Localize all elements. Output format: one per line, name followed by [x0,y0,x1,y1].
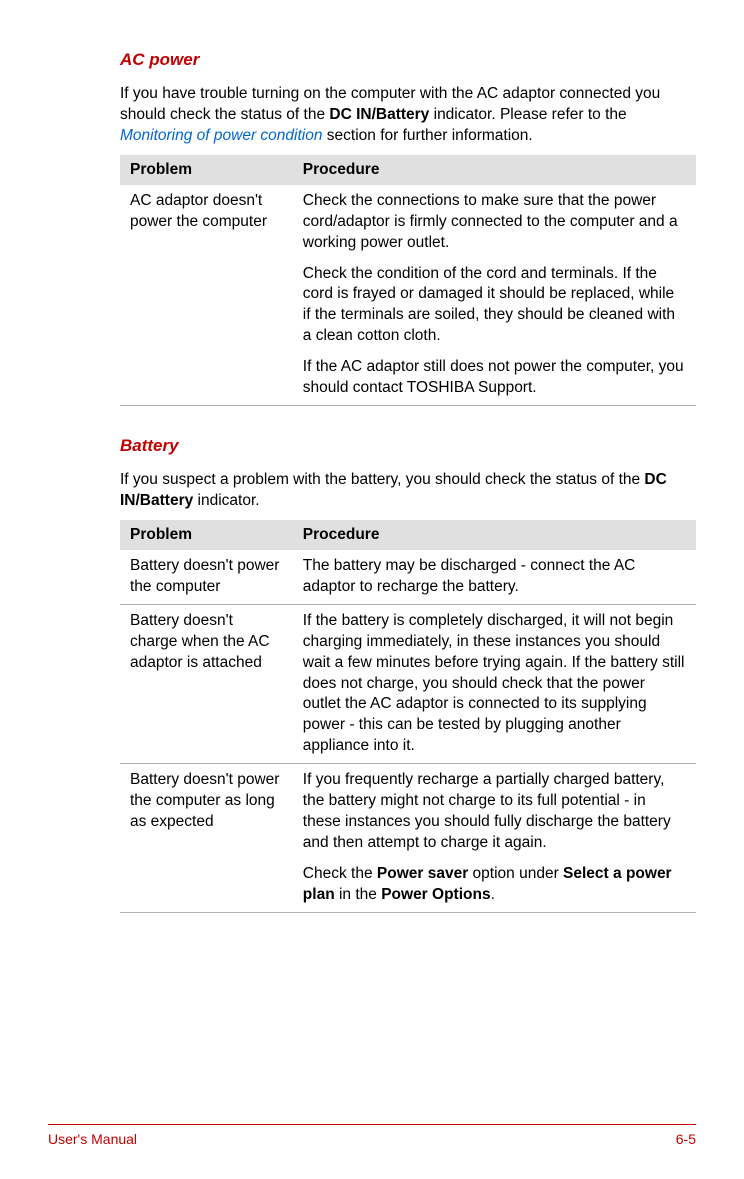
procedure-text: Check the connections to make sure that … [303,191,686,254]
monitoring-link[interactable]: Monitoring of power condition [120,127,322,144]
intro-text-post: section for further information. [322,127,532,144]
footer-left: User's Manual [48,1131,137,1147]
ac-power-intro: If you have trouble turning on the compu… [120,84,696,147]
footer-right: 6-5 [676,1131,696,1147]
table-header-row: Problem Procedure [120,155,696,185]
proc-text: option under [468,865,563,882]
table-row: Battery doesn't power the computer as lo… [120,764,696,913]
battery-section: Battery If you suspect a problem with th… [120,436,696,913]
ac-power-heading: AC power [120,50,696,70]
col-problem: Problem [120,155,293,185]
proc-text: . [491,886,495,903]
procedure-text: If the AC adaptor still does not power t… [303,357,686,399]
intro-text-post: indicator. [193,492,259,509]
problem-cell: Battery doesn't charge when the AC adapt… [120,604,293,763]
table-row: Battery doesn't power the computer The b… [120,550,696,604]
procedure-text: Check the Power saver option under Selec… [303,864,686,906]
proc-text: Check the [303,865,377,882]
table-row: Battery doesn't charge when the AC adapt… [120,604,696,763]
procedure-cell: If the battery is completely discharged,… [293,604,696,763]
procedure-cell: If you frequently recharge a partially c… [293,764,696,913]
procedure-text: Check the condition of the cord and term… [303,264,686,348]
col-problem: Problem [120,520,293,550]
problem-cell: Battery doesn't power the computer as lo… [120,764,293,913]
intro-text-bold: DC IN/Battery [329,106,429,123]
table-row: AC adaptor doesn't power the computer Ch… [120,185,696,406]
battery-table: Problem Procedure Battery doesn't power … [120,520,696,913]
procedure-cell: Check the connections to make sure that … [293,185,696,406]
procedure-cell: The battery may be discharged - connect … [293,550,696,604]
proc-bold: Power saver [377,865,468,882]
table-header-row: Problem Procedure [120,520,696,550]
intro-text-pre: If you suspect a problem with the batter… [120,471,644,488]
procedure-text: If you frequently recharge a partially c… [303,770,686,854]
problem-cell: AC adaptor doesn't power the computer [120,185,293,406]
proc-text: in the [335,886,382,903]
intro-text-mid: indicator. Please refer to the [429,106,626,123]
battery-heading: Battery [120,436,696,456]
col-procedure: Procedure [293,155,696,185]
ac-power-table: Problem Procedure AC adaptor doesn't pow… [120,155,696,406]
problem-cell: Battery doesn't power the computer [120,550,293,604]
page-footer: User's Manual 6-5 [48,1124,696,1147]
ac-power-section: AC power If you have trouble turning on … [120,50,696,406]
battery-intro: If you suspect a problem with the batter… [120,470,696,512]
col-procedure: Procedure [293,520,696,550]
proc-bold: Power Options [381,886,490,903]
